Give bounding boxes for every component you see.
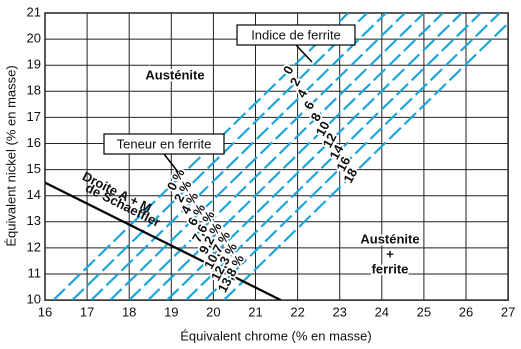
region-label: +: [386, 246, 394, 261]
ferrite-line: [128, 13, 425, 301]
plot-area: [45, 13, 509, 301]
x-tick-label: 16: [38, 305, 52, 320]
y-tick-label: 11: [28, 265, 42, 280]
x-tick-label: 19: [164, 305, 178, 320]
x-tick-label: 25: [417, 305, 431, 320]
callout-box: [236, 24, 356, 46]
schaeffler-line: [45, 181, 282, 301]
y-tick-label: 13: [27, 213, 41, 228]
ferrite-line: [52, 13, 349, 301]
callout-label: Indice de ferrite: [251, 27, 341, 42]
callout-arrow: [163, 153, 179, 173]
x-axis-title: Équivalent chrome (% en masse): [180, 328, 371, 343]
ferrite-line: [90, 13, 387, 301]
y-tick-label: 17: [27, 109, 41, 124]
x-tick-label: 20: [206, 305, 220, 320]
y-tick-label: 14: [27, 187, 41, 202]
ferrite-line: [204, 13, 501, 301]
ferrite-line: [185, 13, 482, 301]
y-tick-label: 18: [27, 83, 41, 98]
x-tick-label: 26: [459, 305, 473, 320]
callout-label: Teneur en ferrite: [117, 136, 212, 151]
callout-arrow: [295, 44, 313, 63]
x-tick-label: 22: [290, 305, 304, 320]
x-tick-label: 21: [248, 305, 262, 320]
x-tick-label: 17: [80, 305, 94, 320]
ferrite-line: [223, 21, 509, 301]
region-label: Austénite: [360, 231, 419, 246]
y-tick-label: 21: [27, 4, 41, 19]
region-label: Austénite: [145, 67, 204, 82]
y-tick-label: 20: [27, 31, 41, 46]
plot-frame: [44, 12, 509, 301]
ferrite-line: [147, 13, 444, 301]
ferrite-line: [166, 13, 463, 301]
ferrite-line: [109, 13, 406, 301]
x-tick-label: 24: [375, 305, 389, 320]
x-tick-label: 23: [332, 305, 346, 320]
x-tick-label: 18: [122, 305, 136, 320]
callout-box: [103, 133, 225, 155]
y-tick-label: 15: [27, 161, 41, 176]
region-label: ferrite: [372, 261, 409, 276]
y-tick-label: 10: [27, 292, 41, 307]
y-tick-label: 19: [27, 57, 41, 72]
y-tick-label: 16: [27, 135, 41, 150]
x-tick-label: 27: [501, 305, 515, 320]
y-tick-label: 12: [27, 239, 41, 254]
y-axis-title: Équivalent nickel (% en masse): [3, 65, 18, 246]
ferrite-line: [71, 13, 368, 301]
